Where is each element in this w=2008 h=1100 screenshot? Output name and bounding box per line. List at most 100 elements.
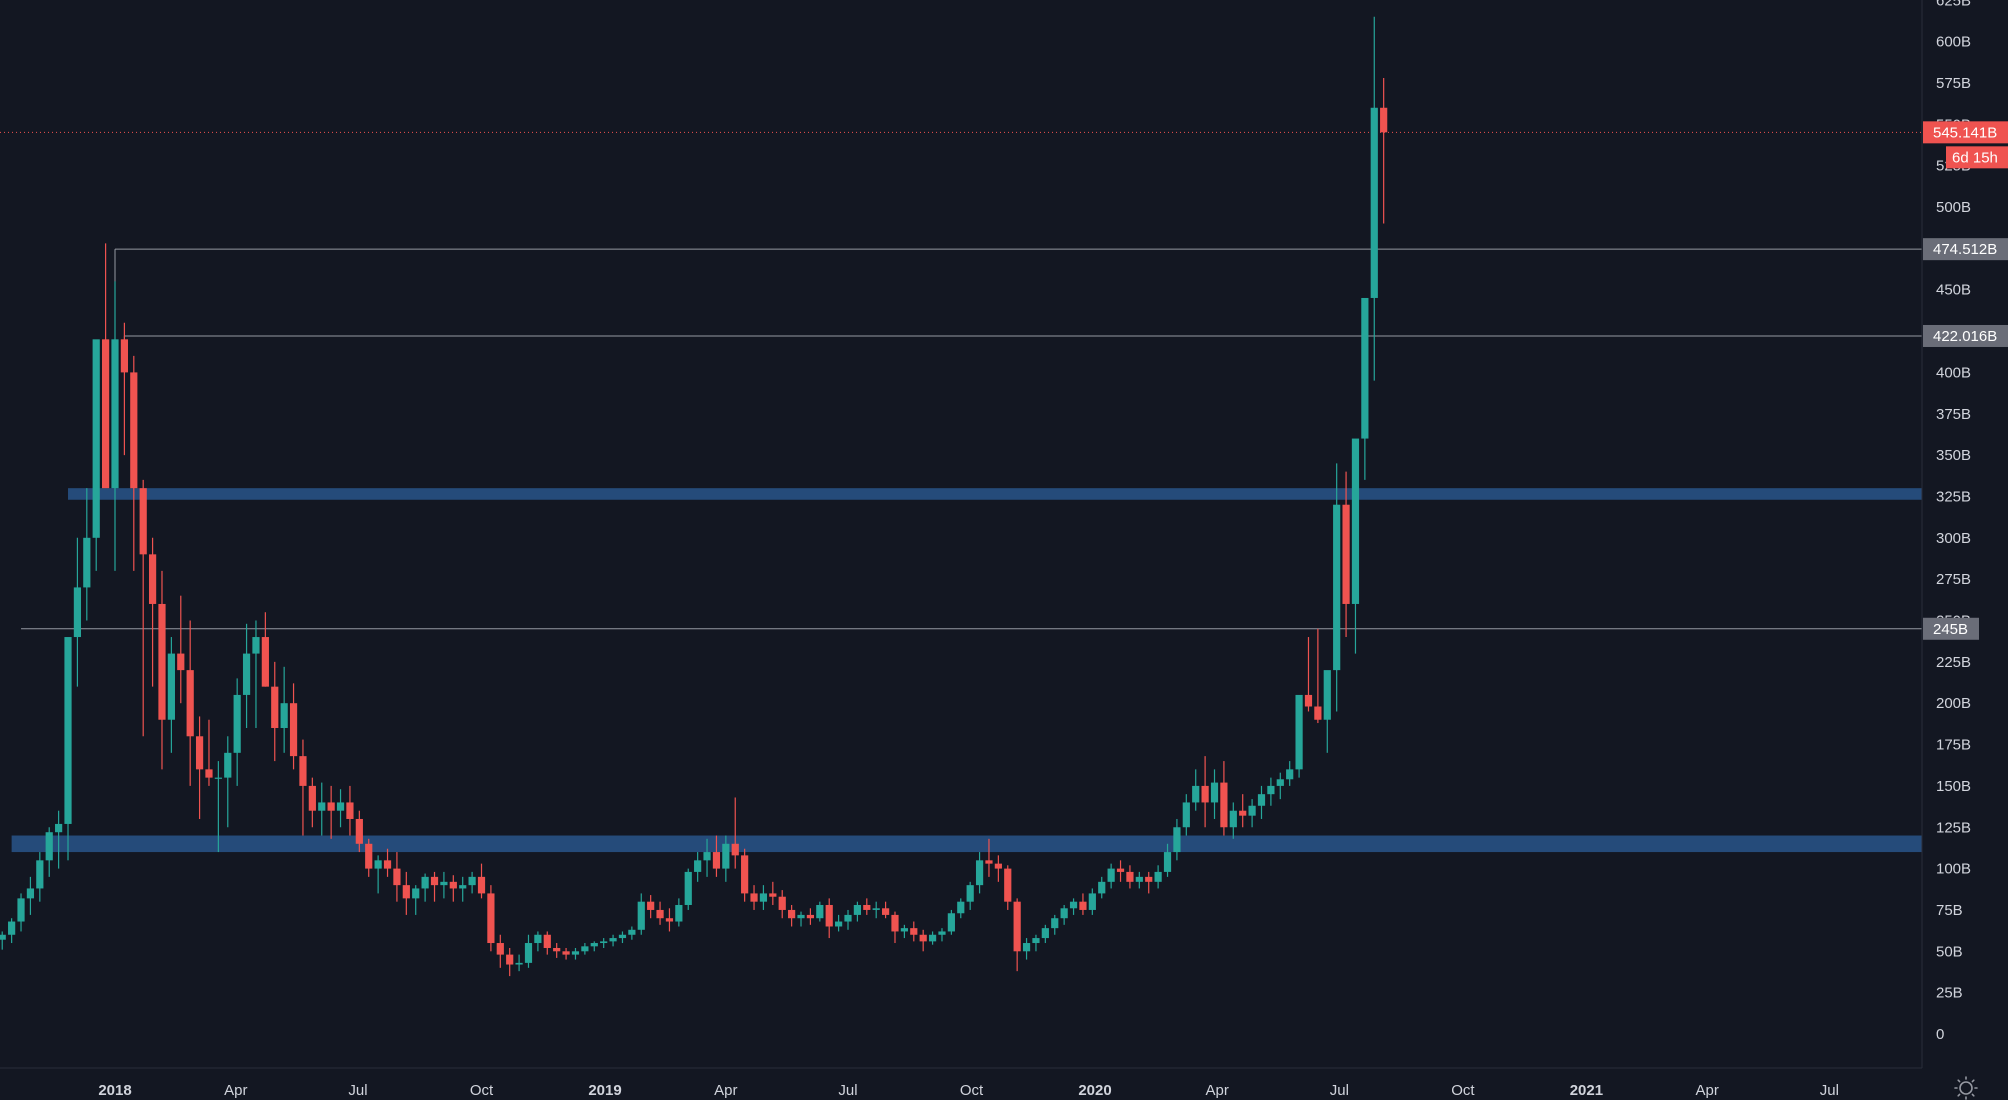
price-tick-label: 0 (1936, 1026, 1944, 1043)
candle-body (280, 703, 288, 729)
candle-body (816, 904, 824, 919)
candle-body (788, 909, 796, 919)
candle-body (684, 871, 692, 905)
level-badge-1-bg (1923, 324, 2008, 347)
candle-body (1079, 901, 1087, 910)
settings-gear-icon[interactable] (1954, 1076, 1978, 1100)
candle-body (675, 904, 683, 922)
candle-body (167, 653, 175, 720)
candle-body (1229, 810, 1237, 828)
price-tick-label: 300B (1936, 530, 1971, 547)
candle-body (233, 694, 241, 753)
candle-body (1032, 938, 1040, 944)
candle-body (1135, 876, 1143, 882)
price-tick-label: 200B (1936, 695, 1971, 712)
candle-body (102, 339, 110, 489)
candle-body (1304, 694, 1313, 707)
candle-body (130, 372, 138, 489)
candle-body (806, 914, 815, 919)
candle-body (1210, 782, 1219, 803)
candle-body (271, 686, 279, 729)
candle-body (506, 954, 514, 965)
candle-body (1088, 893, 1096, 910)
candle-body (205, 769, 213, 778)
candle-body (36, 860, 44, 889)
price-tick-label: 275B (1936, 571, 1971, 588)
candle-body (778, 896, 786, 910)
candle-body (148, 554, 157, 604)
time-tick-label: 2021 (1570, 1082, 1603, 1099)
candle-body (327, 802, 335, 811)
level-badge-0-bg (1923, 238, 2008, 261)
candle-body (440, 881, 448, 886)
price-tick-label: 450B (1936, 282, 1971, 299)
time-tick-label: Apr (1696, 1082, 1719, 1099)
candle-body (957, 901, 965, 914)
price-tick-label: 325B (1936, 488, 1971, 505)
price-tick-label: 125B (1936, 819, 1971, 836)
candle-body (383, 860, 392, 869)
candle-body (1380, 107, 1388, 133)
price-tick-label: 625B (1936, 0, 1971, 9)
candle-body (562, 951, 570, 955)
price-tick-label: 100B (1936, 861, 1971, 878)
level-badge-245: 245B (1933, 621, 1968, 638)
candle-body (975, 860, 984, 886)
candle-body (73, 587, 82, 638)
candle-body (430, 876, 439, 886)
candle-body (8, 921, 16, 935)
candle-body (712, 852, 721, 869)
candle-body (214, 777, 222, 779)
countdown-badge-bg (1946, 146, 2008, 169)
candle-body (571, 951, 580, 955)
candle-body (872, 908, 880, 910)
candle-body (111, 339, 119, 489)
candle-body (92, 339, 100, 538)
candle-body (55, 823, 63, 833)
candle-body (355, 818, 363, 844)
candle-body (731, 843, 739, 856)
time-tick-label: Jul (1330, 1082, 1349, 1099)
time-tick-label: 2019 (588, 1082, 621, 1099)
candle-body (553, 947, 561, 952)
candle-body (1267, 785, 1275, 795)
candle-body (0, 934, 6, 940)
candle-body (139, 488, 147, 555)
candle-body (393, 868, 401, 886)
candle-body (656, 909, 664, 919)
candle-body (1145, 876, 1153, 882)
price-tick-label: 225B (1936, 654, 1971, 671)
candle-body (1351, 438, 1360, 604)
candle-body (1098, 881, 1106, 894)
candle-body (120, 339, 128, 373)
candle-body (449, 881, 457, 889)
price-tick-label: 575B (1936, 75, 1971, 92)
price-axis[interactable]: 025B50B75B100B125B150B175B200B225B250B27… (1936, 0, 1971, 1043)
candle-body (609, 938, 617, 942)
candle-body (1069, 901, 1078, 909)
candle-body (628, 929, 636, 935)
candle-body (477, 876, 486, 894)
candle-body (1257, 794, 1266, 806)
price-tick-label: 375B (1936, 406, 1971, 423)
candle-body (1004, 868, 1012, 902)
candle-body (1041, 928, 1049, 939)
candle-body (741, 855, 749, 894)
countdown-badge: 6d 15h (1952, 149, 1998, 166)
candle-body (261, 637, 269, 687)
zone-0 (68, 488, 1923, 500)
candle-body (881, 908, 890, 915)
candle-body (966, 885, 974, 902)
candle-body (618, 934, 627, 939)
time-tick-label: Oct (1451, 1082, 1475, 1099)
candle-body (844, 914, 852, 922)
candle-body (769, 893, 777, 897)
candle-body (365, 843, 373, 869)
candle-body (17, 898, 25, 922)
price-tick-label: 50B (1936, 943, 1963, 960)
price-badges: 474.512B 422.016B 245B 545.141B 6d 15h (1923, 121, 2008, 640)
time-axis[interactable]: 2018 Apr Jul Oct 2019 Apr Jul Oct 2020 Apr Jul Oct 2… (98, 1082, 1839, 1099)
candle-body (1126, 871, 1134, 882)
candle-body (1342, 504, 1350, 604)
candle-body (487, 893, 495, 944)
